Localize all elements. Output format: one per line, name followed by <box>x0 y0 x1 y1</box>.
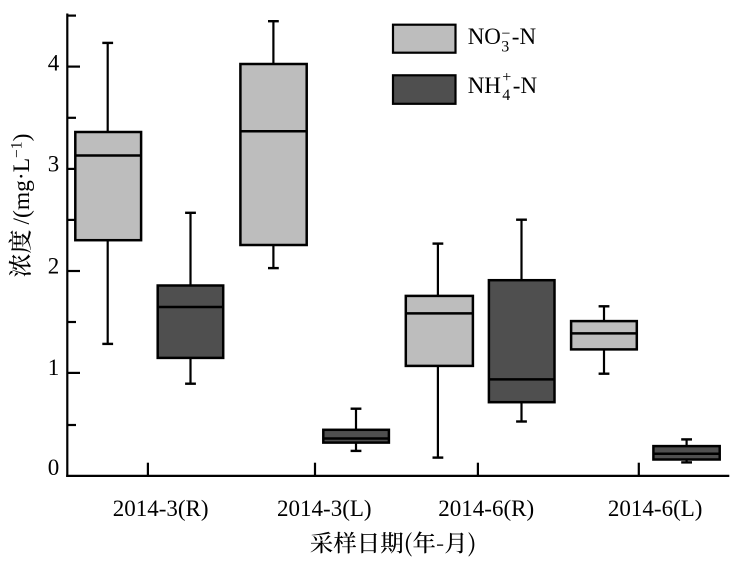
svg-text:−: − <box>501 25 510 42</box>
svg-text:4: 4 <box>502 87 510 104</box>
svg-text:NH: NH <box>468 73 501 98</box>
svg-text:4: 4 <box>48 51 60 76</box>
svg-text:-N: -N <box>512 24 537 49</box>
svg-text:−1: −1 <box>9 142 26 159</box>
svg-text:2014-6(L): 2014-6(L) <box>608 496 703 521</box>
svg-text:2014-6(R): 2014-6(R) <box>438 496 534 521</box>
svg-text:+: + <box>502 69 511 86</box>
svg-text:2014-3(R): 2014-3(R) <box>113 496 209 521</box>
svg-text:1: 1 <box>48 355 60 380</box>
svg-text:2: 2 <box>48 254 60 279</box>
svg-text:-N: -N <box>513 73 538 98</box>
svg-text:0: 0 <box>48 455 60 480</box>
svg-text:3: 3 <box>501 39 509 56</box>
svg-text:3: 3 <box>48 151 60 176</box>
svg-text:/(mg·L: /(mg·L <box>9 158 35 225</box>
svg-text:2014-3(L): 2014-3(L) <box>277 496 372 521</box>
svg-text:NO: NO <box>468 24 501 49</box>
svg-text:): ) <box>9 133 35 141</box>
